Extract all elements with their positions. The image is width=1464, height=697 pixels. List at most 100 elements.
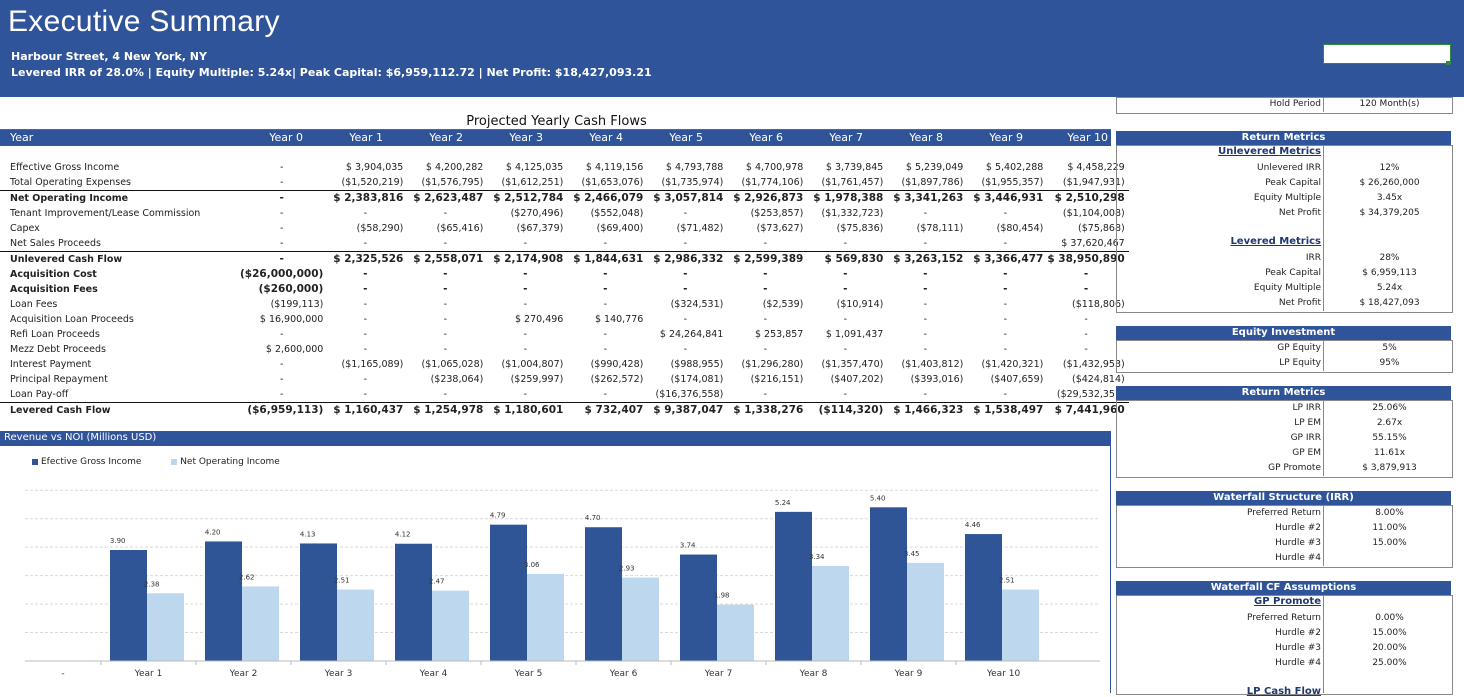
metric-label[interactable]: Equity Multiple bbox=[1253, 283, 1321, 293]
metric-label[interactable]: GP Equity bbox=[1277, 343, 1321, 353]
cell-value[interactable]: - bbox=[1083, 268, 1089, 280]
cell-value[interactable]: $ 2,174,908 bbox=[487, 251, 568, 267]
row-label[interactable]: Net Sales Proceeds bbox=[10, 238, 101, 249]
cell-value[interactable]: - bbox=[523, 238, 528, 249]
metric-value[interactable]: 95% bbox=[1379, 358, 1400, 368]
row-label[interactable]: Unlevered Cash Flow bbox=[0, 251, 240, 267]
cell-value[interactable]: ($1,897,786) bbox=[901, 177, 964, 188]
cell-value[interactable]: ($552,048) bbox=[590, 208, 644, 219]
metric-value[interactable]: $ 3,879,913 bbox=[1362, 463, 1417, 473]
cell-value[interactable]: - bbox=[923, 299, 928, 310]
cell-value[interactable]: $ 3,446,931 bbox=[967, 190, 1048, 206]
cell-value[interactable]: - bbox=[763, 344, 768, 355]
metric-value[interactable]: 25.00% bbox=[1372, 658, 1407, 668]
cell-value[interactable]: ($118,806) bbox=[1071, 299, 1125, 310]
cell-value[interactable]: ($71,482) bbox=[676, 223, 724, 234]
metric-label[interactable]: Hurdle #2 bbox=[1275, 523, 1321, 533]
cell-value[interactable]: - bbox=[923, 208, 928, 219]
cell-value[interactable]: - bbox=[843, 314, 848, 325]
cell-value[interactable]: - bbox=[843, 238, 848, 249]
cell-value[interactable]: - bbox=[363, 329, 368, 340]
cell-value[interactable]: $ 4,458,229 bbox=[1067, 162, 1125, 173]
cell-value[interactable]: $ 2,600,000 bbox=[265, 344, 324, 355]
cell-value[interactable]: ($1,774,106) bbox=[741, 177, 804, 188]
cell-value[interactable]: - bbox=[683, 283, 688, 295]
cell-value[interactable]: ($324,531) bbox=[670, 299, 724, 310]
metric-label[interactable]: GP IRR bbox=[1290, 433, 1321, 443]
cell-value[interactable]: $ 3,366,477 bbox=[967, 251, 1048, 267]
metric-label[interactable]: GP EM bbox=[1292, 448, 1321, 458]
cell-value[interactable]: - bbox=[523, 299, 528, 310]
cell-value[interactable]: $ 1,180,601 bbox=[487, 402, 568, 418]
cell-value[interactable]: - bbox=[523, 329, 528, 340]
cell-value[interactable]: ($259,997) bbox=[510, 374, 564, 385]
cell-value[interactable]: ($1,735,974) bbox=[661, 177, 724, 188]
metric-label[interactable]: Unlevered IRR bbox=[1257, 163, 1321, 173]
cell-value[interactable]: - bbox=[443, 208, 448, 219]
cell-value[interactable]: - bbox=[1084, 314, 1088, 325]
cell-value[interactable]: $ 4,119,156 bbox=[585, 162, 644, 173]
cell-value[interactable]: $ 1,978,388 bbox=[807, 190, 888, 206]
cell-value[interactable]: - bbox=[363, 283, 368, 295]
row-label[interactable]: Tenant Improvement/Lease Commission bbox=[10, 208, 201, 219]
cell-value[interactable]: ($407,202) bbox=[830, 374, 884, 385]
cell-value[interactable]: - bbox=[763, 389, 768, 400]
cell-value[interactable]: ($1,403,812) bbox=[901, 359, 964, 370]
cell-value[interactable]: $ 9,387,047 bbox=[647, 402, 728, 418]
row-label[interactable]: Capex bbox=[10, 223, 40, 234]
cell-value[interactable]: - bbox=[279, 208, 284, 219]
cell-value[interactable]: ($80,454) bbox=[996, 223, 1044, 234]
metric-value[interactable]: $ 6,959,113 bbox=[1362, 268, 1417, 278]
cell-value[interactable]: $ 140,776 bbox=[594, 314, 644, 325]
cell-value[interactable]: ($216,151) bbox=[750, 374, 804, 385]
row-label[interactable]: Total Operating Expenses bbox=[10, 177, 131, 188]
cell-value[interactable]: - bbox=[363, 268, 368, 280]
cell-value[interactable]: ($1,955,357) bbox=[981, 177, 1044, 188]
cell-value[interactable]: - bbox=[843, 268, 848, 280]
row-label[interactable]: Acquisition Loan Proceeds bbox=[10, 314, 134, 325]
cell-value[interactable]: ($10,914) bbox=[836, 299, 884, 310]
cell-value[interactable]: $ 5,239,049 bbox=[905, 162, 964, 173]
cell-value[interactable]: ($78,111) bbox=[916, 223, 964, 234]
cell-value[interactable]: - bbox=[603, 268, 608, 280]
cell-value[interactable]: $ 2,325,526 bbox=[327, 251, 408, 267]
cell-value[interactable]: - bbox=[1003, 238, 1008, 249]
cell-value[interactable]: - bbox=[683, 314, 688, 325]
metric-value[interactable]: 0.00% bbox=[1375, 613, 1404, 623]
cell-value[interactable]: - bbox=[1084, 329, 1088, 340]
metric-label[interactable]: Hold Period bbox=[1269, 99, 1321, 109]
metric-value[interactable]: 15.00% bbox=[1372, 538, 1407, 548]
cell-value[interactable]: - bbox=[923, 238, 928, 249]
cell-value[interactable]: $ 1,091,437 bbox=[825, 329, 884, 340]
cell-value[interactable]: ($58,290) bbox=[356, 223, 404, 234]
cell-value[interactable]: $ 2,986,332 bbox=[647, 251, 728, 267]
fill-handle[interactable] bbox=[1446, 61, 1450, 65]
cell-value[interactable]: - bbox=[923, 283, 928, 295]
cell-value[interactable]: - bbox=[1083, 283, 1089, 295]
cell-value[interactable]: - bbox=[923, 344, 928, 355]
cell-value[interactable]: ($1,612,251) bbox=[501, 177, 564, 188]
metric-value[interactable]: 11.00% bbox=[1372, 523, 1407, 533]
cell-value[interactable]: ($1,332,723) bbox=[821, 208, 884, 219]
cell-value[interactable]: ($73,627) bbox=[756, 223, 804, 234]
cell-value[interactable]: - bbox=[363, 344, 368, 355]
cell-value[interactable]: - bbox=[1003, 329, 1008, 340]
cell-value[interactable]: - bbox=[603, 283, 608, 295]
metric-label[interactable]: Preferred Return bbox=[1246, 508, 1321, 518]
cell-value[interactable]: ($1,165,089) bbox=[341, 359, 404, 370]
cell-value[interactable]: - bbox=[1003, 208, 1008, 219]
cell-value[interactable]: - bbox=[683, 268, 688, 280]
cell-value[interactable]: ($407,659) bbox=[990, 374, 1044, 385]
cell-value[interactable]: ($16,376,558) bbox=[655, 389, 724, 400]
cell-value[interactable]: $ 732,407 bbox=[567, 402, 648, 418]
cell-value[interactable]: ($1,420,321) bbox=[981, 359, 1044, 370]
cell-value[interactable]: $ 3,263,152 bbox=[887, 251, 968, 267]
cell-value[interactable]: - bbox=[603, 238, 608, 249]
cell-value[interactable]: ($69,400) bbox=[596, 223, 644, 234]
metric-label[interactable]: Equity Multiple bbox=[1253, 193, 1321, 203]
cell-value[interactable]: - bbox=[683, 344, 688, 355]
metric-label[interactable]: Hurdle #3 bbox=[1275, 538, 1321, 548]
cell-value[interactable]: - bbox=[443, 268, 448, 280]
cell-value[interactable]: $ 37,620,467 bbox=[1061, 238, 1125, 249]
cell-value[interactable]: ($253,857) bbox=[750, 208, 804, 219]
